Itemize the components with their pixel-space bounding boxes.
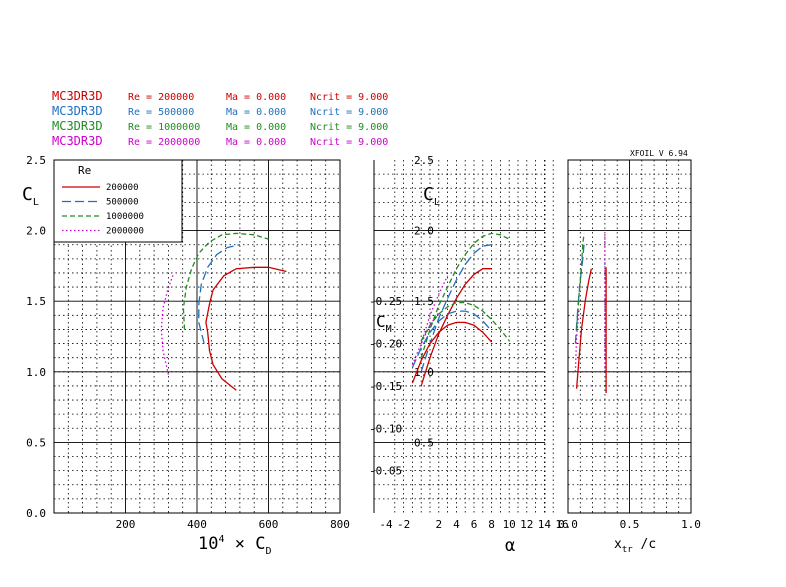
run-ma: Ma = 0.000 [226, 137, 286, 148]
legend: Re 200000 500000 1000000 2000000 [53, 159, 183, 243]
drag-polar-grid [54, 160, 340, 513]
drag-polar-ylabel: CL [22, 184, 39, 208]
version-label: XFOIL V 6.94 [630, 149, 688, 158]
legend-entry: 1000000 [106, 212, 144, 222]
alpha-tick-label: 8 [488, 518, 495, 531]
run-ncrit: Ncrit = 9.000 [310, 137, 388, 148]
run-re: Re = 2000000 [128, 137, 200, 148]
run-re: Re = 500000 [128, 107, 194, 118]
lift-curve-series-line-2 [420, 232, 510, 358]
run-re: Re = 200000 [128, 92, 194, 103]
moment-ylabel: CM [376, 312, 392, 335]
run-ncrit: Ncrit = 9.000 [310, 92, 388, 103]
alpha-tick-label: -4 [379, 518, 393, 531]
lift-curve-series-line-0 [420, 268, 492, 387]
x-tick-label: 800 [330, 518, 350, 531]
transition-grid [568, 160, 692, 513]
drag-polar-series-line-3 [160, 272, 175, 375]
run-airfoil: MC3DR3D [52, 89, 103, 103]
lift-curve-series-line-1 [420, 244, 492, 372]
cl-tick-label: 2.5 [414, 154, 434, 167]
x-tick-label: 600 [259, 518, 279, 531]
transition-frame [567, 159, 692, 514]
alpha-tick-label: 12 [520, 518, 533, 531]
lift-curve-ylabel: CL [423, 184, 440, 208]
drag-polar-series-line-1 [198, 244, 241, 344]
cm-tick-label: -0.05 [369, 465, 402, 478]
run-airfoil: MC3DR3D [52, 104, 103, 118]
legend-entry: 200000 [106, 183, 139, 193]
alpha-tick-label: 4 [453, 518, 460, 531]
transition-panel: 0.0 0.5 1.0 xtr /c [558, 159, 701, 555]
run-header: XFOIL V 6.94 MC3DR3D Re = 200000 Ma = 0.00… [52, 89, 688, 158]
xtr-tick-label: 1.0 [681, 518, 701, 531]
alpha-tick-label: 10 [503, 518, 516, 531]
alpha-tick-label: 6 [471, 518, 478, 531]
x-tick-label: 200 [116, 518, 136, 531]
transition-series-line-3 [575, 233, 585, 330]
alpha-tick-label: 2 [435, 518, 442, 531]
lift-curve-grid [374, 160, 554, 513]
cl-tick-label: 1.5 [414, 295, 434, 308]
transition-series-line-0 [575, 268, 593, 389]
lift-curve-panel: -4 -2 2 4 6 8 10 12 14 16 0.5 1.0 1.5 2.0 2.5 -0.25 -0.2… [369, 154, 569, 556]
cm-tick-label: -0.10 [369, 422, 402, 435]
legend-entry: 500000 [106, 198, 139, 208]
run-ma: Ma = 0.000 [226, 107, 286, 118]
cm-tick-label: -0.25 [369, 295, 402, 308]
run-airfoil: MC3DR3D [52, 134, 103, 148]
legend-entry: 2000000 [106, 227, 144, 237]
x-tick-label: 400 [187, 518, 207, 531]
y-tick-label: 2.0 [26, 225, 46, 238]
run-airfoil: MC3DR3D [52, 119, 103, 133]
cm-tick-label: -0.20 [369, 338, 402, 351]
lift-curve-series-line-4 [411, 321, 493, 384]
y-tick-label: 0.5 [26, 436, 46, 449]
drag-polar-panel: 200 400 600 800 0.0 0.5 1.0 1.5 2.0 2.5 CL 104 × … [22, 154, 350, 557]
drag-polar-frame [53, 159, 341, 514]
y-tick-label: 1.0 [26, 366, 46, 379]
cl-tick-label: 1.0 [414, 366, 434, 379]
y-tick-label: 2.5 [26, 154, 46, 167]
run-ma: Ma = 0.000 [226, 122, 286, 133]
cl-tick-label: 0.5 [414, 436, 434, 449]
lift-curve-series-line-7 [411, 312, 440, 365]
alpha-tick-label: 16 [555, 518, 568, 531]
legend-title: Re [78, 164, 91, 177]
run-ncrit: Ncrit = 9.000 [310, 107, 388, 118]
drag-polar-series-line-0 [205, 266, 287, 391]
cl-tick-label: 2.0 [414, 225, 434, 238]
lift-curve-series-line-5 [411, 310, 493, 368]
run-ncrit: Ncrit = 9.000 [310, 122, 388, 133]
drag-polar-xlabel: 104 × CD [198, 534, 272, 557]
drag-polar-series-line-2 [182, 232, 269, 330]
lift-curve-series-line-3 [420, 275, 449, 344]
lift-curve-xlabel: α [505, 536, 515, 556]
alpha-tick-label: 14 [538, 518, 552, 531]
cm-tick-label: -0.15 [369, 380, 402, 393]
lift-curve-series-line-6 [420, 301, 510, 342]
run-re: Re = 1000000 [128, 122, 200, 133]
y-tick-label: 0.0 [26, 507, 46, 520]
alpha-tick-label: -2 [397, 518, 410, 531]
y-tick-label: 1.5 [26, 295, 46, 308]
xtr-tick-label: 0.5 [620, 518, 640, 531]
transition-xlabel: xtr /c [614, 537, 656, 555]
xtr-tick-label: 0.0 [558, 518, 578, 531]
run-ma: Ma = 0.000 [226, 92, 286, 103]
